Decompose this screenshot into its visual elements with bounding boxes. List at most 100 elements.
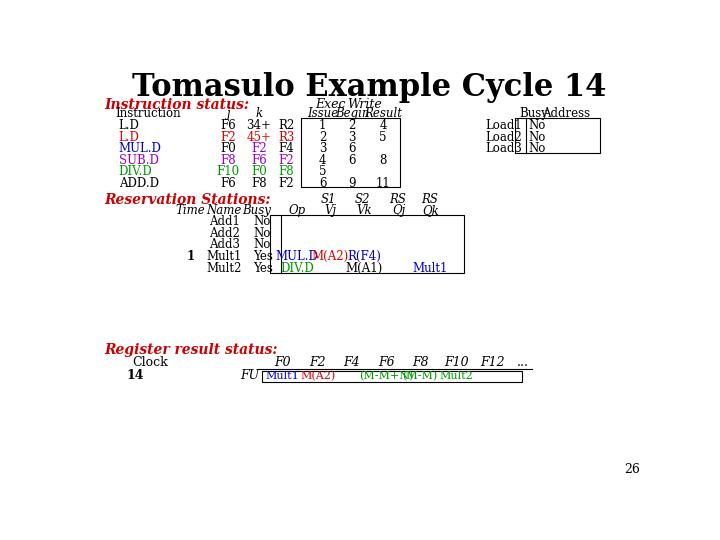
Text: 26: 26 [624,463,640,476]
Text: Instruction: Instruction [115,107,181,120]
Bar [515,118,600,153]
Text: Result: Result [364,107,402,120]
Text: RS: RS [421,193,438,206]
Text: 6: 6 [319,177,326,190]
Text: F0: F0 [251,165,267,178]
Text: 2: 2 [348,119,356,132]
Text: Name: Name [207,204,242,217]
Text: L.D: L.D [119,119,140,132]
Text: 1: 1 [186,250,195,263]
Text: 6: 6 [348,154,356,167]
Text: Mult1: Mult1 [413,261,448,274]
Text: No: No [528,119,546,132]
Text: Clock: Clock [132,356,168,369]
Text: 3: 3 [319,142,326,155]
Text: Busy: Busy [519,107,548,120]
Text: No: No [253,239,271,252]
Text: k: k [256,107,263,120]
Text: Add2: Add2 [209,227,240,240]
Text: Begin: Begin [335,107,369,120]
Text: R2: R2 [278,119,294,132]
Text: RS: RS [390,193,406,206]
Text: 11: 11 [376,177,390,190]
Text: R3: R3 [278,131,294,144]
Text: ADD.D: ADD.D [119,177,158,190]
Text: R(F4): R(F4) [348,250,382,263]
Text: Time: Time [176,204,206,217]
Text: 4: 4 [379,119,387,132]
Text: Reservation Stations:: Reservation Stations: [104,193,271,206]
Text: M(A2): M(A2) [300,371,336,381]
Text: S1: S1 [321,193,336,206]
Text: Mult2: Mult2 [440,371,474,381]
Text: Busy: Busy [242,204,271,217]
Text: Load2: Load2 [486,131,523,144]
Text: F8: F8 [251,177,267,190]
Text: Mult1: Mult1 [266,371,299,381]
Text: Qk: Qk [422,204,438,217]
Text: 6: 6 [348,142,356,155]
Text: Issue: Issue [307,107,338,120]
Text: No: No [528,131,546,144]
Text: 2: 2 [319,131,326,144]
Text: Yes: Yes [253,250,274,263]
Text: MUL.D: MUL.D [119,142,161,155]
Text: Qj: Qj [392,204,405,217]
Text: 14: 14 [126,369,144,382]
Text: F2: F2 [220,131,235,144]
Text: Vk: Vk [356,204,372,217]
Text: 9: 9 [348,177,356,190]
Text: F8: F8 [220,154,235,167]
Text: F8: F8 [412,356,428,369]
Text: j: j [226,107,230,120]
Text: 1: 1 [319,119,326,132]
Text: F8: F8 [278,165,294,178]
Text: F6: F6 [378,356,395,369]
Text: F4: F4 [343,356,360,369]
Text: 4: 4 [319,154,326,167]
Text: Register result status:: Register result status: [104,343,277,357]
Text: F6: F6 [220,177,236,190]
Text: F2: F2 [310,356,326,369]
Text: Load1: Load1 [486,119,523,132]
Text: M(A2): M(A2) [312,250,349,263]
Bar [301,118,400,187]
Text: F2: F2 [251,142,267,155]
Text: DIV.D: DIV.D [119,165,153,178]
Text: F6: F6 [251,154,267,167]
Text: Address: Address [543,107,590,120]
Text: F2: F2 [278,177,294,190]
Text: F0: F0 [220,142,236,155]
Text: Add3: Add3 [209,239,240,252]
Text: Mult1: Mult1 [207,250,242,263]
Text: M(A1): M(A1) [346,261,383,274]
Text: No: No [528,142,546,155]
Text: SUB.D: SUB.D [119,154,158,167]
Bar [262,372,523,382]
Text: S2: S2 [355,193,371,206]
Text: (M-M+N): (M-M+N) [359,371,413,381]
Text: (M-M): (M-M) [402,371,438,381]
Text: No: No [253,215,271,228]
Text: No: No [253,227,271,240]
Text: Op: Op [289,204,305,217]
Text: Mult2: Mult2 [207,261,242,274]
Text: Load3: Load3 [485,142,523,155]
Text: Tomasulo Example Cycle 14: Tomasulo Example Cycle 14 [132,72,606,103]
Text: Instruction status:: Instruction status: [104,98,249,112]
Text: 5: 5 [379,131,387,144]
Text: 45+: 45+ [246,131,271,144]
Text: Yes: Yes [253,261,274,274]
Text: L.D: L.D [119,131,140,144]
Text: 5: 5 [319,165,326,178]
Bar [270,215,464,273]
Text: F10: F10 [444,356,469,369]
Text: FU: FU [240,369,259,382]
Text: ...: ... [516,356,528,369]
Text: Exec: Exec [315,98,346,111]
Text: F10: F10 [217,165,240,178]
Text: F0: F0 [274,356,290,369]
Text: F12: F12 [480,356,505,369]
Text: 8: 8 [379,154,387,167]
Text: DIV.D: DIV.D [280,261,314,274]
